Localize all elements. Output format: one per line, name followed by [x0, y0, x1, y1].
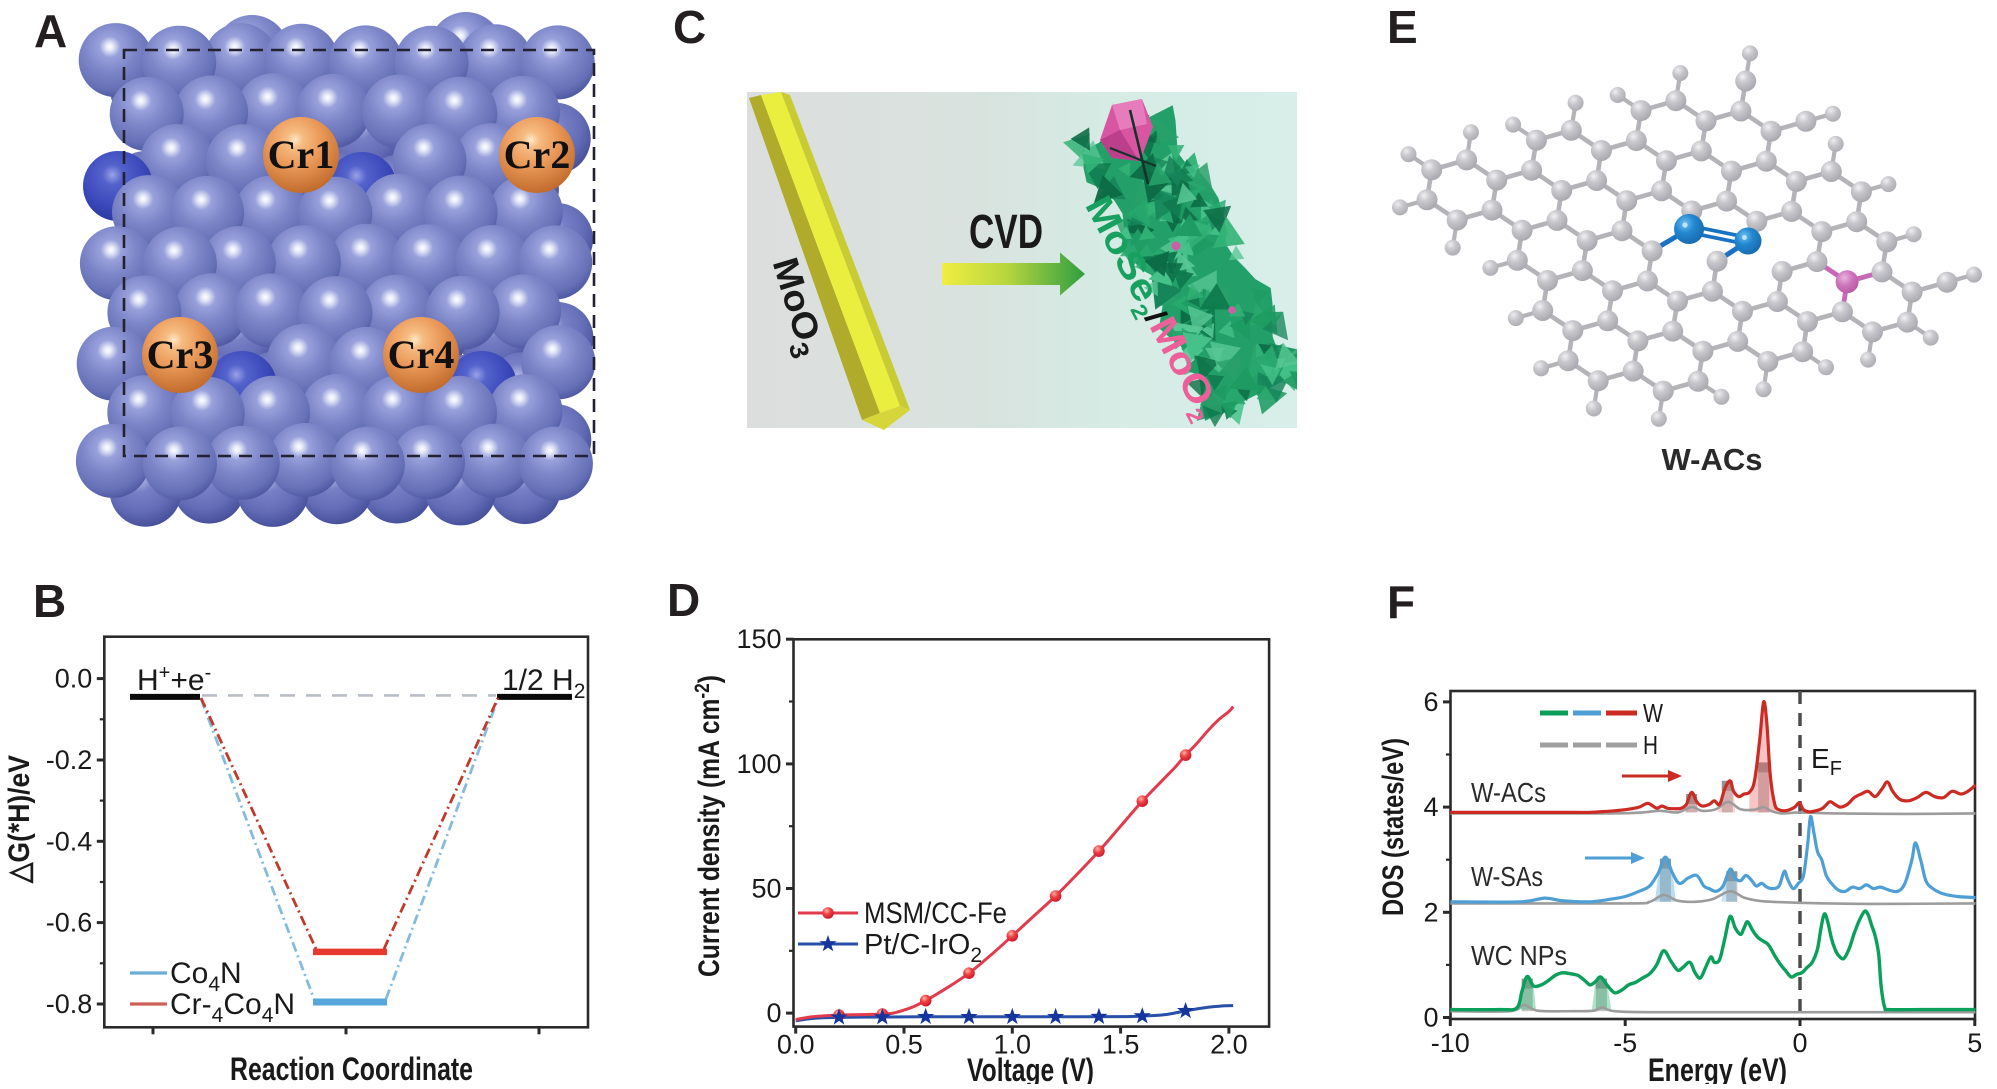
svg-text:1/2 H2: 1/2 H2 [502, 664, 585, 703]
svg-text:Cr4: Cr4 [388, 332, 455, 377]
svg-text:W-ACs: W-ACs [1471, 777, 1546, 808]
svg-text:W: W [1643, 698, 1663, 728]
svg-text:0.0: 0.0 [777, 1030, 815, 1060]
svg-text:50: 50 [751, 874, 781, 904]
svg-text:1.5: 1.5 [1102, 1030, 1140, 1060]
svg-text:EF: EF [1811, 743, 1842, 780]
svg-text:WC NPs: WC NPs [1471, 940, 1567, 971]
svg-text:MSM/CC-Fe: MSM/CC-Fe [864, 897, 1007, 930]
svg-text:Cr-4Co4N: Cr-4Co4N [170, 988, 295, 1027]
svg-text:0.5: 0.5 [885, 1030, 923, 1060]
svg-text:4: 4 [1423, 792, 1438, 822]
svg-text:-5: -5 [1613, 1028, 1637, 1058]
svg-text:Reaction Coordinate: Reaction Coordinate [230, 1051, 473, 1084]
svg-text:100: 100 [736, 749, 781, 779]
svg-text:-0.2: -0.2 [46, 745, 93, 775]
svg-text:0: 0 [1792, 1028, 1807, 1058]
svg-text:D: D [667, 574, 700, 626]
svg-text:E: E [1387, 1, 1418, 53]
svg-text:2: 2 [1423, 897, 1438, 927]
svg-text:2.0: 2.0 [1210, 1030, 1248, 1060]
svg-text:0: 0 [766, 998, 781, 1028]
svg-text:Cr3: Cr3 [147, 332, 214, 377]
svg-text:C: C [673, 1, 706, 53]
svg-text:0.0: 0.0 [55, 664, 93, 694]
svg-text:Energy (eV): Energy (eV) [1648, 1052, 1787, 1084]
svg-text:H: H [1643, 730, 1658, 760]
svg-text:-0.8: -0.8 [46, 989, 93, 1019]
svg-text:5: 5 [1967, 1028, 1982, 1058]
svg-text:6: 6 [1423, 687, 1438, 717]
svg-text:CVD: CVD [969, 206, 1043, 259]
svg-text:-10: -10 [1431, 1028, 1470, 1058]
svg-text:DOS (states/eV): DOS (states/eV) [1377, 738, 1410, 916]
svg-text:-0.6: -0.6 [46, 908, 93, 938]
svg-text:Voltage (V): Voltage (V) [967, 1052, 1094, 1084]
svg-text:-0.4: -0.4 [46, 826, 93, 856]
svg-text:H++e-: H++e- [137, 662, 211, 697]
svg-text:B: B [33, 575, 66, 627]
svg-text:Current density (mA cm-2): Current density (mA cm-2) [691, 675, 726, 977]
svg-text:A: A [34, 5, 67, 57]
svg-text:150: 150 [736, 624, 781, 654]
svg-text:0: 0 [1423, 1003, 1438, 1033]
svg-text:Co4N: Co4N [170, 957, 242, 996]
svg-text:W-ACs: W-ACs [1662, 442, 1763, 477]
svg-text:1.0: 1.0 [994, 1030, 1032, 1060]
svg-text:△G(*H)/eV: △G(*H)/eV [3, 755, 36, 884]
svg-text:Cr1: Cr1 [268, 132, 335, 177]
svg-text:Pt/C-IrO2: Pt/C-IrO2 [864, 929, 982, 967]
svg-text:W-SAs: W-SAs [1471, 861, 1543, 892]
svg-text:F: F [1387, 576, 1415, 628]
svg-text:Cr2: Cr2 [504, 132, 571, 177]
